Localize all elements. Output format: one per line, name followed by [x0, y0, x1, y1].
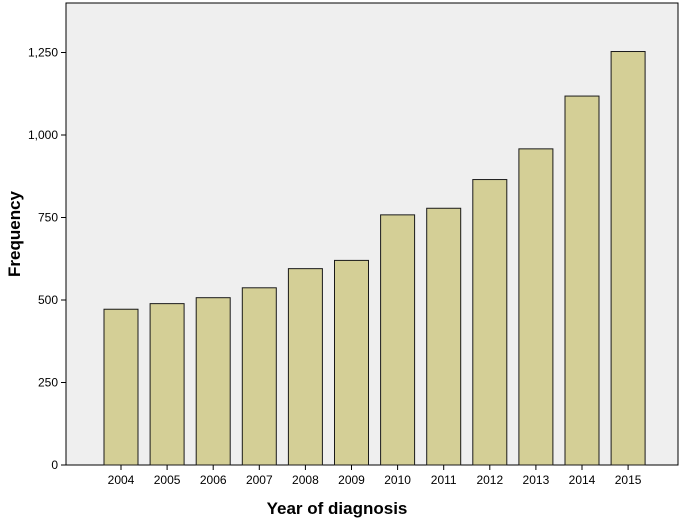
bar-series	[103, 51, 646, 466]
bar-2010	[380, 214, 416, 466]
x-axis-title: Year of diagnosis	[267, 499, 408, 518]
x-tick-label: 2015	[615, 473, 642, 487]
x-tick-label: 2008	[292, 473, 319, 487]
y-tick-label: 0	[51, 458, 58, 472]
x-tick-label: 2012	[476, 473, 503, 487]
y-tick-label: 250	[38, 376, 58, 390]
bar-2013	[518, 148, 554, 466]
bar-2005	[149, 303, 185, 466]
x-tick-label: 2014	[569, 473, 596, 487]
y-tick-label: 750	[38, 211, 58, 225]
x-tick-label: 2007	[246, 473, 273, 487]
bar-2008	[287, 268, 323, 466]
bar-2011	[426, 207, 462, 466]
y-axis: 0 250 500 750 1,000 1,250	[28, 46, 66, 472]
x-tick-label: 2009	[338, 473, 365, 487]
x-tick-label: 2005	[154, 473, 181, 487]
bar-2004	[103, 308, 139, 466]
bar-2014	[564, 95, 600, 466]
bar-2012	[472, 179, 508, 466]
bar-2015	[610, 51, 646, 466]
y-tick-label: 1,000	[28, 128, 58, 142]
x-tick-label: 2006	[200, 473, 227, 487]
x-axis: 2004 2005 2006 2007 2008 2009 2010 2011 2012 2013…	[108, 465, 642, 487]
x-tick-label: 2010	[384, 473, 411, 487]
bar-2007	[241, 287, 277, 466]
x-tick-label: 2013	[523, 473, 550, 487]
bar-2009	[334, 259, 369, 466]
x-tick-label: 2011	[431, 473, 457, 487]
y-tick-label: 1,250	[28, 46, 58, 60]
bar-2006	[195, 297, 231, 466]
x-tick-label: 2004	[108, 473, 135, 487]
y-tick-label: 500	[38, 293, 58, 307]
y-axis-title: Frequency	[5, 190, 24, 277]
